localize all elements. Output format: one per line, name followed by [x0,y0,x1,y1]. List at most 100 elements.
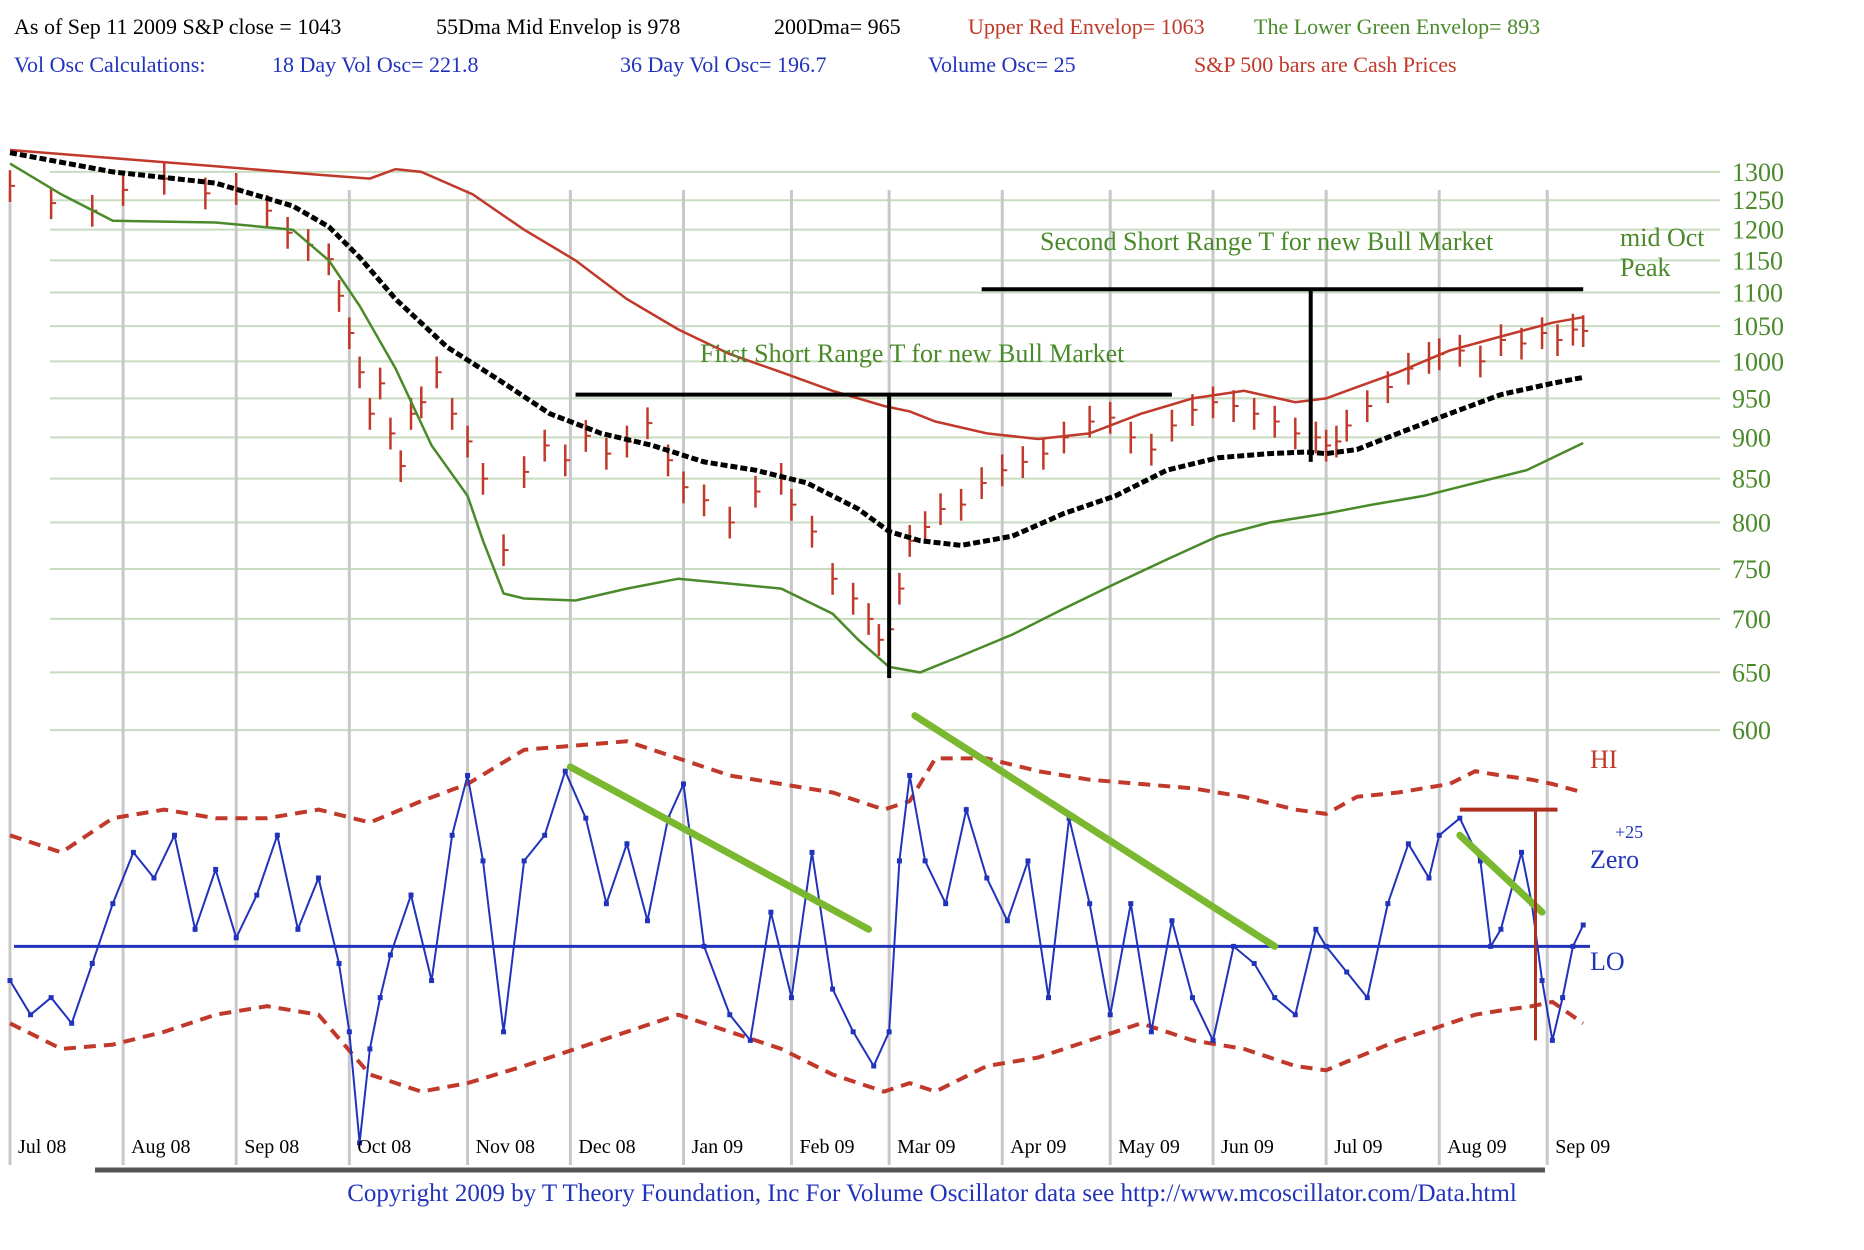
month-label: Dec 08 [578,1136,635,1158]
price-tick-label: 750 [1732,555,1771,584]
oscillator-point [295,926,301,932]
oscillator-point [1385,901,1391,907]
header-lower-envelop: The Lower Green Envelop= 893 [1254,14,1541,39]
mid-oct-label: mid Oct [1620,223,1705,252]
oscillator-point [69,1020,75,1026]
copyright-footer: Copyright 2009 by T Theory Foundation, I… [347,1180,1517,1207]
oscillator-point [1046,995,1052,1001]
oscillator-point [562,768,568,774]
month-vertical-lines [8,190,1549,1165]
oscillator-point [886,1029,892,1035]
oscillator-point [850,1029,856,1035]
oscillator-point [1477,858,1483,864]
header-cash-prices-note: S&P 500 bars are Cash Prices [1194,52,1457,77]
hi-label: HI [1590,745,1617,774]
oscillator-point [1519,849,1525,855]
peak-label: Peak [1620,253,1671,282]
oscillator-point [28,1012,34,1018]
price-tick-label: 1100 [1732,279,1783,308]
oscillator-point [896,858,902,864]
oscillator-point [788,995,794,1001]
month-label: Jan 09 [691,1136,743,1158]
oscillator-point [521,858,527,864]
oscillator-point [48,995,54,1001]
second-t-label: Second Short Range T for new Bull Market [1040,227,1494,256]
oscillator-point [1025,858,1031,864]
price-tick-label: 850 [1732,465,1771,494]
price-tick-label: 1000 [1732,347,1784,376]
oscillator-point [130,849,136,855]
header-line-2: Vol Osc Calculations: 18 Day Vol Osc= 22… [14,52,1457,78]
annotations: First Short Range T for new Bull Market S… [566,223,1705,1041]
header-36day-vol-osc: 36 Day Vol Osc= 196.7 [620,52,827,77]
header-200dma: 200Dma= 965 [774,14,901,39]
oscillator-point [907,772,913,778]
oscillator-point [233,935,239,941]
header-18day-vol-osc: 18 Day Vol Osc= 221.8 [272,52,479,77]
month-label: Jul 09 [1334,1136,1382,1158]
price-tick-label: 950 [1732,384,1771,413]
oscillator-point [1128,901,1134,907]
oscillator-point [480,858,486,864]
oscillator-point [1344,969,1350,975]
oscillator-point [1004,918,1010,924]
price-tick-label: 1250 [1732,186,1784,215]
oscillator-point [357,1140,363,1146]
oscillator-point [583,815,589,821]
oscillator-point [542,832,548,838]
header-sp-close: As of Sep 11 2009 S&P close = 1043 [14,14,342,39]
oscillator-point [367,1046,373,1052]
oscillator-panel [7,739,1590,1146]
oscillator-point [465,772,471,778]
osc-trendline [1456,831,1546,916]
month-label: Oct 08 [357,1136,411,1158]
oscillator-point [1405,841,1411,847]
last-value-label: +25 [1615,822,1643,842]
oscillator-point [1570,943,1576,949]
osc-trendline [566,763,873,933]
oscillator-point [809,849,815,855]
month-label: Jul 08 [18,1136,66,1158]
month-label: Sep 09 [1555,1136,1610,1158]
oscillator-point [747,1037,753,1043]
first-t-label: First Short Range T for new Bull Market [700,339,1125,368]
header-line-1: As of Sep 11 2009 S&P close = 1043 55Dma… [14,14,1540,40]
oscillator-point [727,1012,733,1018]
oscillator-point [1560,995,1566,1001]
oscillator-point [603,901,609,907]
oscillator-point [1488,943,1494,949]
header-volume-osc: Volume Osc= 25 [928,52,1076,77]
oscillator-point [645,918,651,924]
price-tick-label: 1300 [1732,158,1784,187]
oscillator-point [1457,815,1463,821]
oscillator-point [1210,1037,1216,1043]
month-label: May 09 [1118,1136,1180,1158]
oscillator-point [1272,995,1278,1001]
header-vol-osc-calc: Vol Osc Calculations: [14,52,206,77]
header-55dma: 55Dma Mid Envelop is 978 [436,14,681,39]
oscillator-point [408,892,414,898]
oscillator-point [963,807,969,813]
oscillator-point [7,978,13,984]
oscillator-point [701,943,707,949]
header-upper-envelop: Upper Red Envelop= 1063 [968,14,1205,39]
price-tick-label: 600 [1732,716,1771,745]
oscillator-point [680,781,686,787]
oscillator-point [1313,926,1319,932]
oscillator-point [1539,978,1545,984]
oscillator-point [830,986,836,992]
month-label: Mar 09 [897,1136,955,1158]
lo-label: LO [1590,947,1625,976]
price-tick-label: 650 [1732,658,1771,687]
oscillator-point [1231,943,1237,949]
oscillator-point [1580,922,1586,928]
oscillator-point [192,926,198,932]
oscillator-point [387,952,393,958]
oscillator-point [1189,995,1195,1001]
osc-hi-band [9,739,1584,855]
price-tick-label: 800 [1732,508,1771,537]
oscillator-point [1498,926,1504,932]
oscillator-point [984,875,990,881]
zero-label: Zero [1590,845,1639,874]
